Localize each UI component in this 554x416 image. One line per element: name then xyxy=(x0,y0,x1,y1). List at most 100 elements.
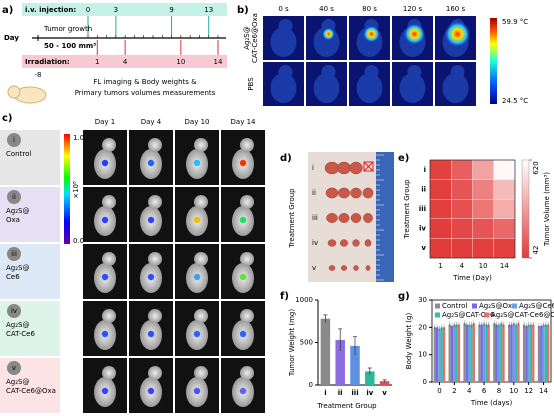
bar xyxy=(485,324,488,382)
group-badge xyxy=(7,304,21,318)
group-numeral: iv xyxy=(11,307,17,315)
mouse-thermal-head xyxy=(450,65,465,79)
mouse-head xyxy=(194,195,208,209)
y-tick-label: 0 xyxy=(309,381,313,389)
mouse-thermal-head xyxy=(278,19,293,33)
heat-cell xyxy=(493,179,516,200)
panel-label: a) xyxy=(2,5,13,16)
bar xyxy=(450,325,454,382)
mouse-head xyxy=(102,138,116,152)
bar xyxy=(514,324,518,382)
bar xyxy=(532,324,535,382)
mouse-head xyxy=(240,366,254,380)
day-label: Day 1 xyxy=(95,118,116,126)
panel-label: d) xyxy=(280,153,292,164)
irradiation-day: 4 xyxy=(123,58,128,66)
missing-marker xyxy=(363,161,374,172)
missing-cross xyxy=(363,161,374,172)
group-name: Ag₂S@ xyxy=(6,264,29,272)
tumor xyxy=(353,265,359,271)
mouse-head xyxy=(240,252,254,266)
error-bar xyxy=(338,328,343,351)
scale-min: 24.5 °C xyxy=(502,97,528,105)
start-day: -8 xyxy=(35,71,42,79)
heat-cell xyxy=(429,159,452,180)
y-tick-label: 1000 xyxy=(295,296,313,304)
x-tick-label: 14 xyxy=(500,262,509,270)
x-tick-label: 6 xyxy=(482,387,487,395)
tumor xyxy=(340,239,348,247)
heat-colorbar xyxy=(521,159,530,259)
tumor-signal xyxy=(147,159,155,167)
bar xyxy=(510,324,513,382)
x-tick-label: 14 xyxy=(539,387,548,395)
mouse-head xyxy=(194,138,208,152)
x-tick-label: ii xyxy=(338,389,343,397)
mouse-head xyxy=(102,195,116,209)
panel-label: f) xyxy=(280,291,289,302)
y-tick-label: 500 xyxy=(300,339,313,347)
x-axis-label: Treatment Group xyxy=(316,402,377,410)
tumor xyxy=(338,187,350,199)
photo-row-label: v xyxy=(312,264,316,272)
bar xyxy=(547,324,550,382)
panel-label: c) xyxy=(2,113,13,124)
y-tick-label: iv xyxy=(419,225,426,233)
photo-row-label: i xyxy=(312,164,314,172)
bar xyxy=(508,324,511,382)
bar xyxy=(478,324,481,382)
photo-row-label: ii xyxy=(312,189,316,197)
heat-cell xyxy=(429,218,452,239)
error-bar xyxy=(367,367,372,375)
y-tick-label: iii xyxy=(419,205,426,213)
mouse-thermal xyxy=(356,73,383,103)
photo-ylabel: Treatment Group xyxy=(288,188,296,249)
bar xyxy=(493,323,496,382)
tumor-signal xyxy=(147,273,155,281)
heat-cell xyxy=(472,218,494,239)
bar xyxy=(453,324,456,382)
bar xyxy=(472,323,475,382)
fl-scale-min: 0.0 xyxy=(73,237,84,245)
group-numeral: ii xyxy=(12,193,16,201)
axis-label: Day xyxy=(4,34,19,42)
tumor xyxy=(341,265,347,271)
bar xyxy=(379,381,390,385)
heat-cell xyxy=(472,238,494,259)
x-tick-label: 10 xyxy=(479,262,488,270)
tumor-signal xyxy=(147,216,155,224)
time-label: 0 s xyxy=(278,5,289,13)
heat-cell xyxy=(429,238,452,259)
tumor-signal xyxy=(101,387,109,395)
hot-spot xyxy=(444,21,471,47)
day-label: Day 14 xyxy=(231,118,257,126)
group-name: Ce6 xyxy=(6,273,20,281)
tumor-signal xyxy=(193,273,201,281)
y-axis-label: Tumor Weight (mg) xyxy=(288,309,296,377)
growth-label: Tumor growth xyxy=(43,25,92,33)
heat-cell xyxy=(493,199,516,219)
bar xyxy=(468,324,471,382)
legend-label: Control xyxy=(442,302,467,310)
group-badge xyxy=(7,247,21,261)
bar xyxy=(500,323,503,382)
x-tick-label: i xyxy=(324,389,326,397)
bar xyxy=(525,325,528,382)
row-label: Ag₂S@ xyxy=(243,26,251,49)
mouse-head xyxy=(194,366,208,380)
heat-cell xyxy=(472,159,494,180)
x-tick-label: 8 xyxy=(497,387,501,395)
group-numeral: i xyxy=(13,136,15,144)
error-bar xyxy=(382,379,387,383)
bar xyxy=(487,324,490,382)
injection-label: i.v. injection: xyxy=(25,6,76,14)
mouse-head xyxy=(102,309,116,323)
colorbar-label: Tumor Volume (mm³) xyxy=(543,172,551,247)
mouse-icon-head xyxy=(7,85,21,99)
x-tick-label: 4 xyxy=(460,262,465,270)
bar xyxy=(517,323,520,382)
time-label: 80 s xyxy=(362,5,377,13)
tumor-signal xyxy=(101,159,109,167)
growth-size: 50 - 100 mm³ xyxy=(44,42,96,50)
fl-colorbar xyxy=(64,134,70,244)
